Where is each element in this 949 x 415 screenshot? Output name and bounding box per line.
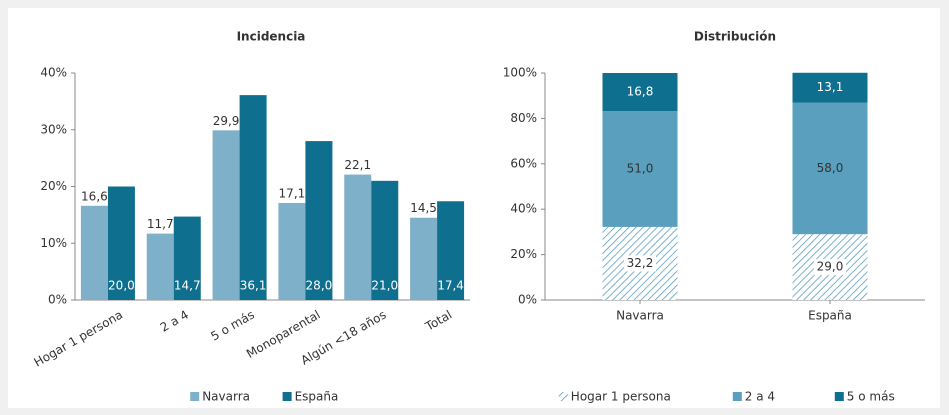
value-label: 16,6 [81,189,108,203]
value-label: 29,0 [817,260,844,274]
value-label: 17,1 [279,186,306,200]
bar [371,180,399,300]
y-tick-label: 60% [510,156,537,170]
bar [437,201,465,300]
y-tick-label: 30% [40,122,67,136]
y-tick-label: 80% [510,111,537,125]
value-label: 22,1 [344,158,371,172]
bar [80,205,108,300]
y-tick-label: 20% [40,179,67,193]
bar [146,233,174,300]
y-tick-label: 40% [40,66,67,80]
value-label: 20,0 [108,279,135,293]
x-tick-label: Navarra [616,309,664,323]
value-label: 51,0 [627,162,654,176]
legend-label: Navarra [202,390,250,404]
value-label: 16,8 [627,85,654,99]
value-label: 13,1 [817,80,844,94]
value-label: 29,9 [213,114,240,128]
bar [212,130,240,300]
y-tick-label: 20% [510,247,537,261]
value-label: 58,0 [817,161,844,175]
value-label: 32,2 [627,256,654,270]
bar [278,202,306,300]
value-label: 36,1 [240,279,267,293]
legend-swatch [282,392,292,401]
bar [305,141,333,300]
value-label: 21,0 [371,279,398,293]
chart-title: Distribución [694,30,776,44]
bar [344,174,372,300]
value-label: 14,5 [410,201,437,215]
bar-segment [792,102,868,235]
bar [410,217,438,300]
legend-swatch [732,392,742,401]
legend-swatch [190,392,200,401]
legend-label: España [295,390,339,404]
legend-label: 5 o más [847,390,895,404]
y-tick-label: 10% [40,236,67,250]
value-label: 14,7 [174,279,201,293]
label-bg [624,255,656,272]
bar [107,186,135,300]
value-label: 28,0 [306,279,333,293]
legend-label: 2 a 4 [745,390,775,404]
legend-label: Hogar 1 persona [571,390,671,404]
y-tick-label: 100% [503,66,537,80]
value-label: 11,7 [147,217,174,231]
chart-title: Incidencia [237,30,306,44]
bar [173,216,201,300]
panel [8,8,940,408]
value-label: 17,4 [437,279,464,293]
bar-segment [602,111,678,227]
y-tick-label: 0% [518,293,537,307]
y-tick-label: 0% [48,293,67,307]
bar-segment [602,73,678,112]
bar-segment [792,72,868,103]
legend-swatch [558,392,568,401]
y-tick-label: 40% [510,202,537,216]
legend-swatch [834,392,844,401]
x-tick-label: España [808,309,852,323]
bar [239,95,267,300]
label-bg [814,259,846,276]
